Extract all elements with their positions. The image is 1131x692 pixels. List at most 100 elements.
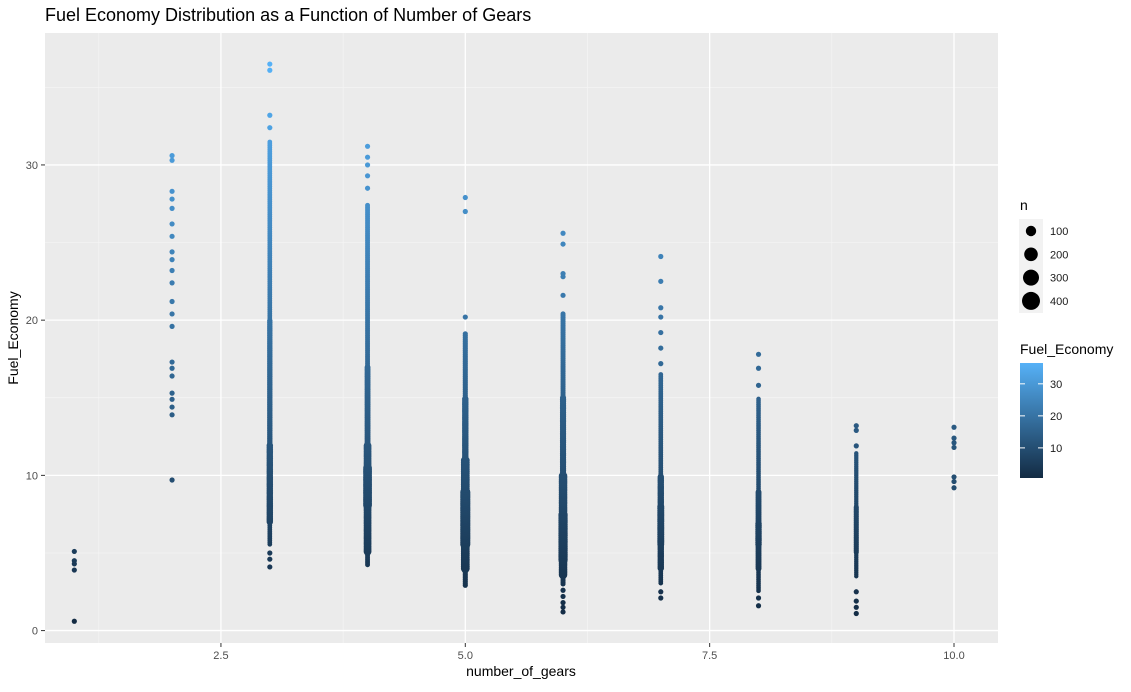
data-point (658, 329, 664, 336)
data-point (267, 61, 273, 67)
data-point (169, 311, 175, 317)
data-point (658, 305, 664, 311)
y-tick-label: 30 (26, 160, 38, 172)
y-axis-label: Fuel_Economy (5, 291, 21, 384)
data-point (169, 298, 175, 305)
data-point (951, 444, 957, 451)
data-point (951, 474, 957, 480)
data-point (169, 233, 175, 239)
y-tick-label: 10 (26, 470, 38, 482)
data-point (560, 600, 566, 606)
data-point (462, 208, 468, 215)
data-point (71, 558, 77, 564)
data-point (169, 205, 175, 211)
data-point (267, 112, 273, 118)
data-point (169, 396, 175, 402)
data-point (658, 278, 664, 284)
data-point (560, 241, 566, 247)
grid-minor (45, 33, 998, 643)
data-point (658, 589, 664, 595)
chart-title: Fuel Economy Distribution as a Function … (45, 5, 531, 25)
data-point (364, 143, 371, 149)
data-point (169, 365, 175, 371)
data-point (951, 440, 957, 446)
data-point (169, 188, 175, 194)
data-point (462, 314, 468, 320)
data-point (169, 157, 175, 163)
data-point (853, 598, 859, 604)
data-point (71, 618, 77, 624)
data-point (71, 567, 77, 573)
data-point (755, 365, 762, 371)
x-axis: 2.5 5.0 7.5 10.0 (213, 643, 965, 662)
data-point (365, 202, 371, 208)
data-point (755, 351, 762, 357)
data-point (364, 185, 371, 191)
data-point (267, 139, 273, 145)
x-tick-label: 5.0 (458, 650, 473, 662)
data-point (267, 564, 273, 570)
data-point (169, 257, 175, 263)
data-point (267, 556, 273, 562)
data-point (71, 548, 77, 555)
data-point (169, 359, 175, 365)
color-legend-label: 10 (1050, 443, 1062, 455)
data-point (560, 593, 566, 600)
data-point (364, 154, 371, 160)
data-point (756, 396, 761, 402)
data-point (169, 153, 175, 159)
size-legend-point (1024, 247, 1038, 262)
data-point (560, 292, 566, 298)
data-point (658, 253, 664, 260)
x-tick-label: 2.5 (213, 650, 228, 662)
size-legend-point (1023, 269, 1039, 286)
data-point (951, 424, 957, 430)
data-point (169, 412, 175, 418)
data-point (169, 323, 175, 329)
data-point (951, 435, 957, 441)
data-point (169, 373, 175, 379)
data-point (854, 451, 859, 456)
data-point (169, 249, 175, 255)
data-point (267, 67, 273, 73)
data-point (951, 478, 957, 485)
data-point (169, 404, 175, 410)
data-point (853, 604, 859, 610)
data-point (364, 173, 371, 179)
color-legend: Fuel_Economy 30 20 10 (1020, 341, 1113, 478)
color-legend-label: 20 (1050, 411, 1062, 423)
color-legend-bar (1020, 363, 1043, 478)
data-point (560, 609, 566, 615)
data-point (755, 595, 762, 601)
size-legend-label: 100 (1050, 226, 1068, 238)
data-point (658, 372, 664, 377)
data-point (169, 390, 175, 396)
size-legend-title: n (1020, 197, 1028, 213)
size-legend-point (1025, 225, 1037, 237)
plot-panel (45, 33, 998, 643)
x-tick-label: 10.0 (943, 650, 964, 662)
y-axis: 0 10 20 30 (26, 160, 45, 638)
data-point (267, 550, 273, 556)
data-point (658, 595, 664, 601)
size-legend: n 100 200 300 400 (1019, 197, 1068, 313)
data-point (462, 194, 468, 201)
data-point (560, 270, 566, 277)
data-points (71, 61, 957, 624)
data-point (364, 162, 371, 168)
data-point (658, 345, 664, 351)
data-point (560, 311, 566, 317)
size-legend-label: 300 (1050, 273, 1068, 285)
y-tick-label: 20 (26, 315, 38, 327)
size-legend-label: 400 (1050, 296, 1068, 308)
data-point (169, 267, 175, 274)
data-point (658, 314, 664, 320)
data-point (853, 589, 859, 595)
data-point (462, 331, 468, 337)
data-point (853, 443, 859, 449)
data-point (560, 604, 566, 610)
data-point (560, 587, 566, 593)
data-point (169, 280, 175, 286)
